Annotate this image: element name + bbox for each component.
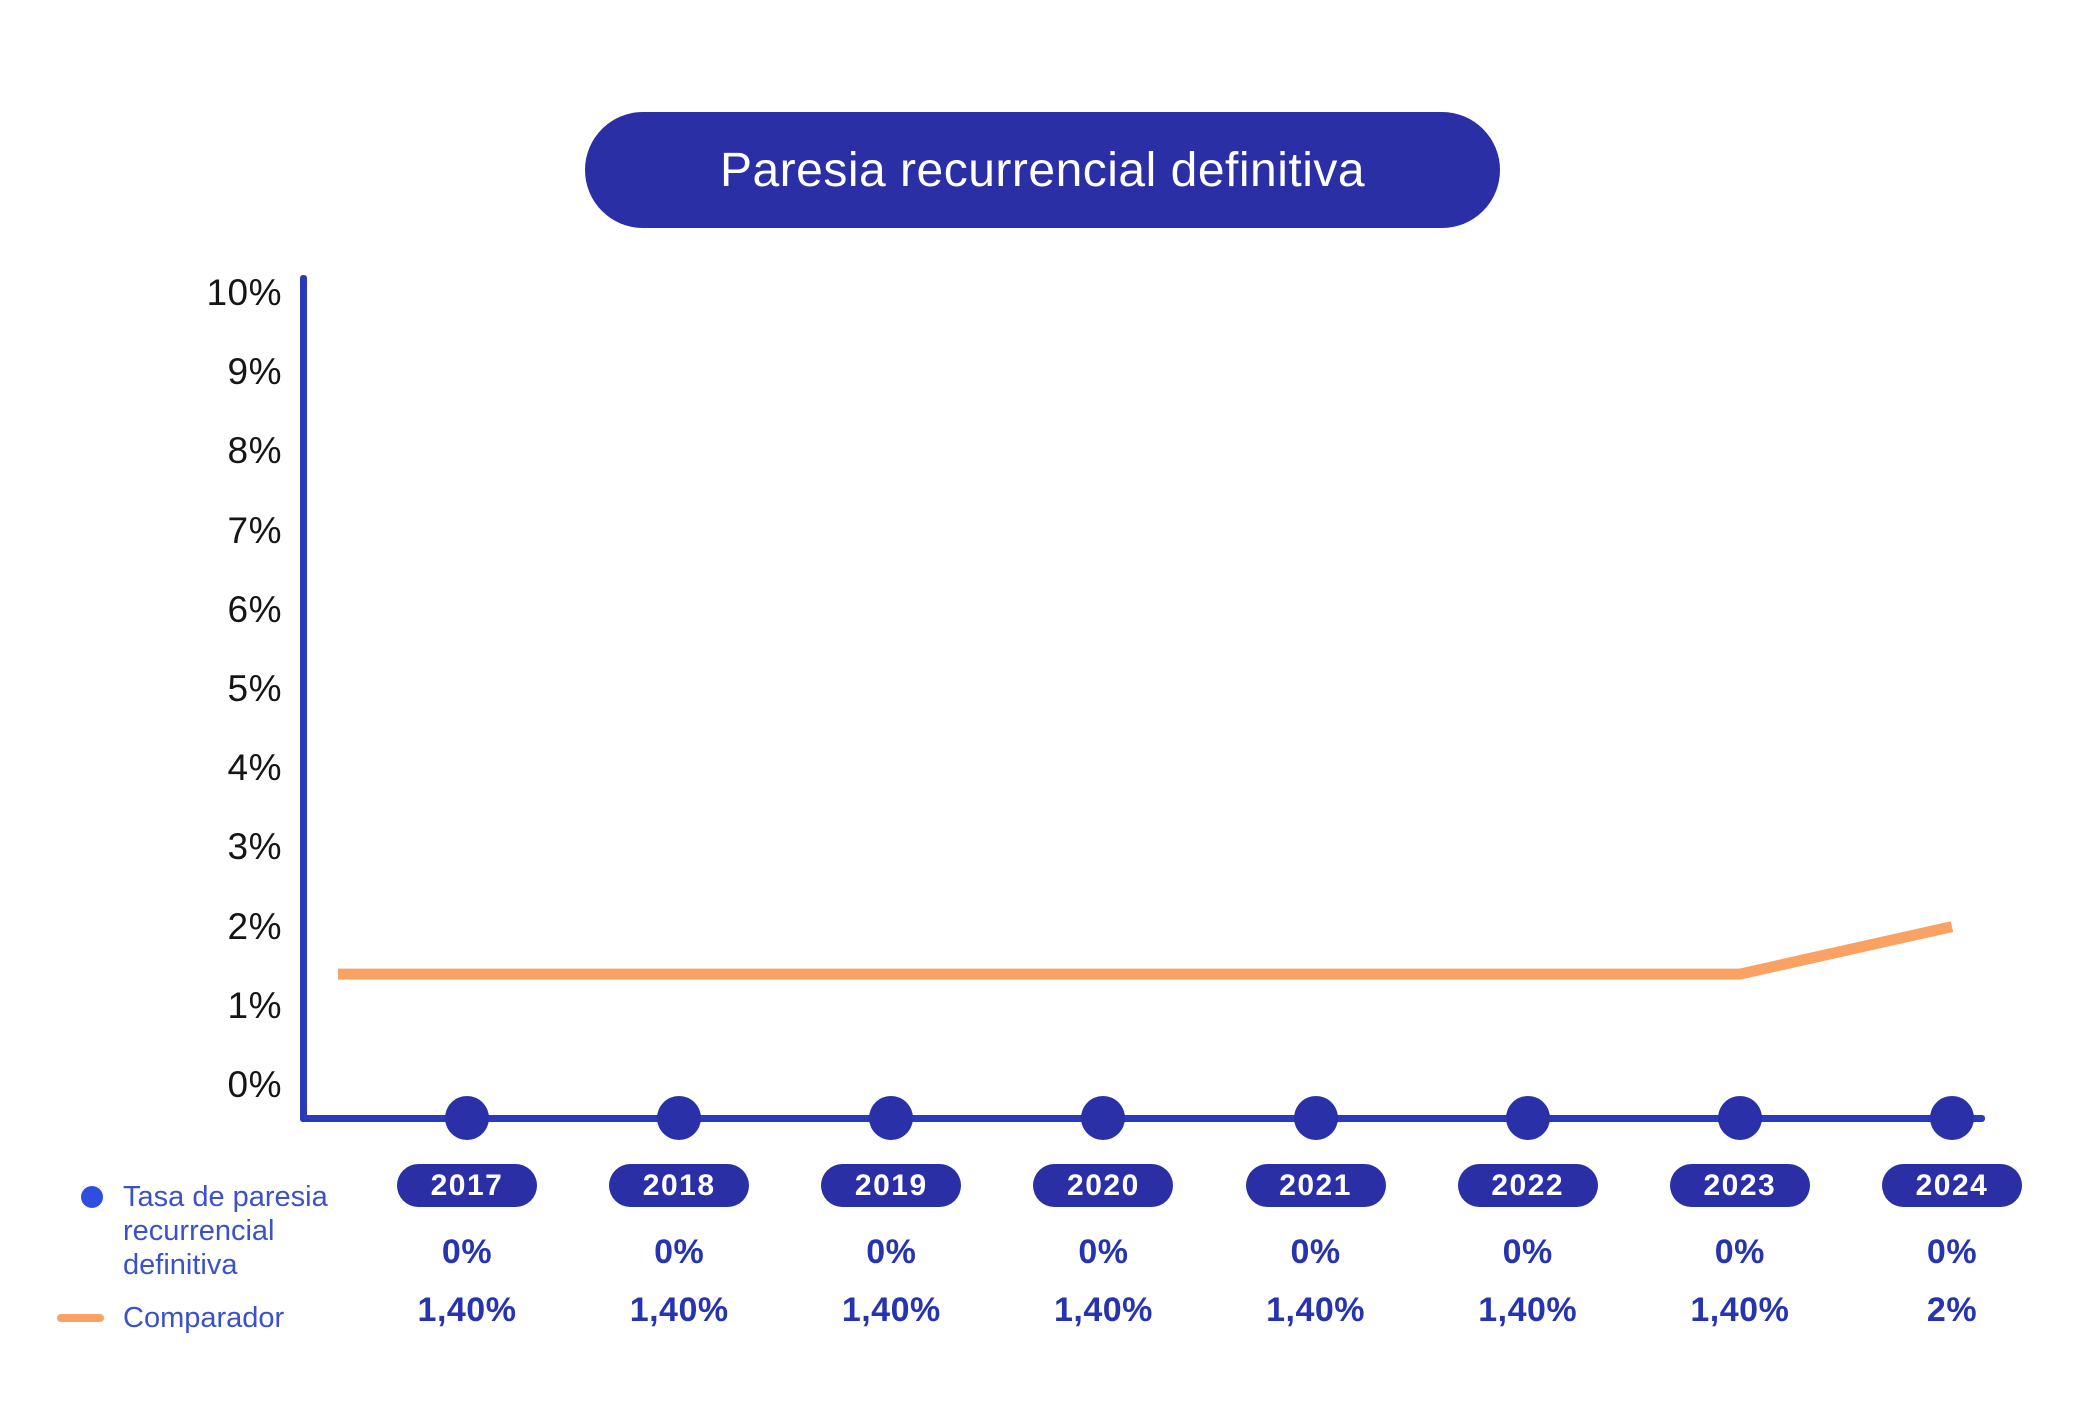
- tasa-value: 0%: [1078, 1233, 1129, 1271]
- year-label-pill: 2021: [1245, 1164, 1386, 1207]
- tasa-data-point-dot: [1081, 1096, 1126, 1140]
- tasa-legend-label: Tasa de paresia recurrencial definitiva: [123, 1180, 328, 1282]
- year-label-pill: 2022: [1457, 1164, 1598, 1207]
- y-axis-tick: 2%: [227, 905, 282, 947]
- tasa-legend-label-line: recurrencial: [123, 1215, 275, 1247]
- y-axis-tick: 1%: [227, 984, 282, 1026]
- tasa-data-point-dot: [869, 1096, 914, 1140]
- comparador-value: 1,40%: [417, 1291, 517, 1329]
- comparador-value: 1,40%: [1053, 1291, 1153, 1329]
- tasa-value: 0%: [1502, 1233, 1553, 1271]
- tasa-data-point-dot: [1717, 1096, 1762, 1140]
- y-axis-tick: 6%: [227, 588, 282, 630]
- year-label-pill: 2019: [821, 1164, 962, 1207]
- year-label-pill: 2023: [1669, 1164, 1810, 1207]
- comparador-value: 1,40%: [629, 1291, 729, 1329]
- chart-title-pill: Paresia recurrencial definitiva: [585, 112, 1500, 228]
- y-axis-tick: 4%: [227, 747, 282, 789]
- tasa-legend-label-line: definitiva: [123, 1249, 238, 1281]
- y-axis-tick: 7%: [227, 509, 282, 551]
- y-axis-tick: 9%: [227, 351, 282, 393]
- tasa-data-point-dot: [657, 1096, 702, 1140]
- comparador-value: 1,40%: [841, 1291, 941, 1329]
- comparador-value: 1,40%: [1690, 1291, 1790, 1329]
- tasa-legend-dot-icon: [81, 1186, 103, 1208]
- comparador-value: 1,40%: [1266, 1291, 1366, 1329]
- tasa-data-point-dot: [1293, 1096, 1338, 1140]
- year-label-pill: 2018: [609, 1164, 750, 1207]
- tasa-data-point-dot: [1930, 1096, 1974, 1140]
- tasa-value: 0%: [654, 1233, 705, 1271]
- tasa-value: 0%: [1290, 1233, 1341, 1271]
- tasa-value: 0%: [1714, 1233, 1765, 1271]
- year-label-pill: 2017: [397, 1164, 537, 1207]
- y-axis-tick: 8%: [227, 430, 282, 472]
- tasa-value: 0%: [1926, 1233, 1978, 1271]
- tasa-data-point-dot: [1505, 1096, 1550, 1140]
- comparador-value: 2%: [1926, 1291, 1978, 1329]
- y-axis-tick: 3%: [227, 826, 282, 868]
- y-axis-tick: 5%: [227, 668, 282, 709]
- y-axis-line: [300, 275, 307, 1122]
- tasa-value: 0%: [441, 1233, 493, 1271]
- year-label-pill: 2020: [1033, 1164, 1174, 1207]
- y-axis-tick: 0%: [227, 1064, 282, 1105]
- comparador-line: [338, 921, 1954, 980]
- tasa-legend-label-line: Tasa de paresia: [123, 1181, 328, 1213]
- chart-title: Paresia recurrencial definitiva: [719, 143, 1366, 197]
- comparador-legend-line-icon: [57, 1314, 104, 1322]
- comparador-legend-label: Comparador: [123, 1302, 285, 1334]
- year-label-pill: 2024: [1882, 1164, 2022, 1207]
- tasa-value: 0%: [866, 1233, 917, 1271]
- x-axis-line: [300, 1115, 1985, 1122]
- comparador-value: 1,40%: [1478, 1291, 1578, 1329]
- tasa-data-point-dot: [445, 1096, 489, 1140]
- y-axis-tick: 10%: [206, 272, 282, 313]
